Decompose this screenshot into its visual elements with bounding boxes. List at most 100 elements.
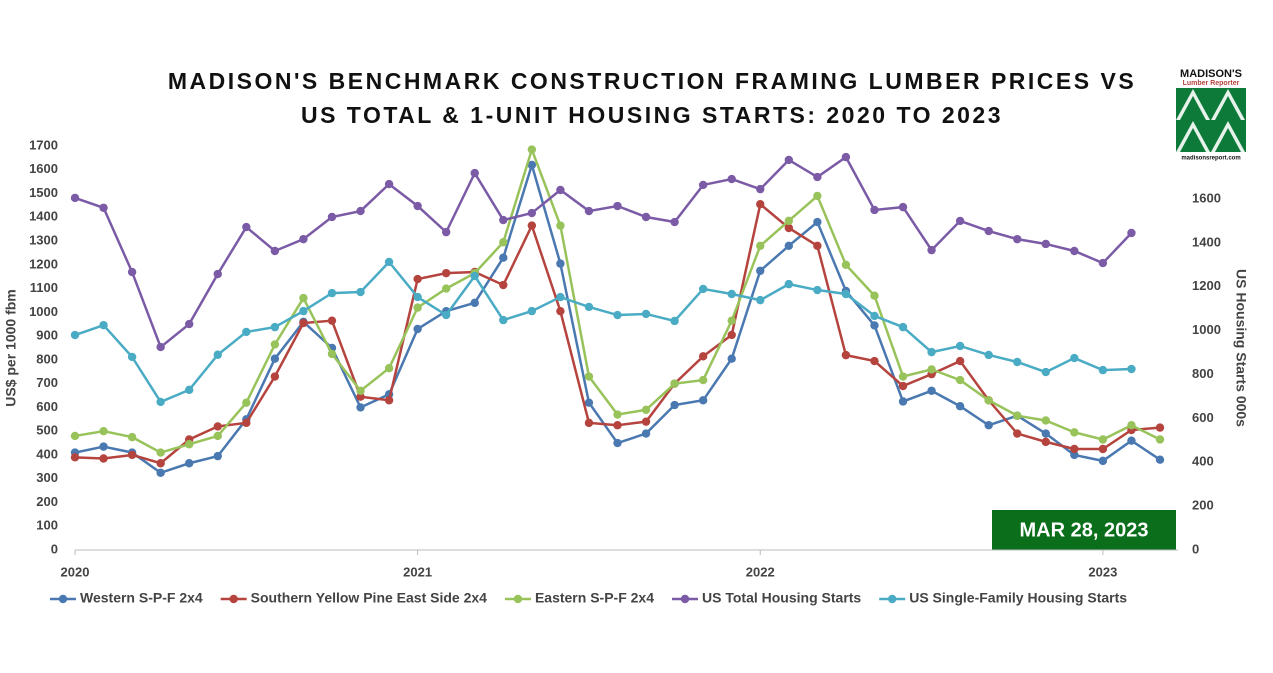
data-point [527,208,537,218]
data-point [613,201,622,211]
y-tick-label: 1100 [30,280,58,295]
legend-label: US Single-Family Housing Starts [909,590,1127,606]
data-point [898,397,908,406]
x-tick-label: 2023 [1088,564,1117,579]
data-point [413,303,422,312]
data-point [756,241,765,251]
legend-swatch [58,594,68,604]
data-point [242,398,251,407]
data-point [384,179,394,189]
data-point [1127,228,1136,238]
data-point [784,216,794,226]
y2-axis-title: US Housing Starts 000s [1233,269,1249,427]
logo-subtitle: Lumber Reporter [1183,80,1240,87]
y-tick-label: 1500 [29,185,58,200]
data-point [213,422,222,431]
data-point [156,459,165,468]
data-point [955,375,965,385]
data-point [1127,436,1136,445]
data-point [242,418,251,428]
y2-tick-label: 200 [1192,498,1214,513]
data-point [955,356,965,366]
data-point [1041,437,1050,447]
series-line [74,260,1132,404]
data-point [356,403,365,412]
data-point [156,448,165,457]
data-point [1155,455,1165,464]
y-tick-label: 1000 [29,304,58,319]
y-tick-label: 500 [36,423,58,438]
data-point [1070,444,1079,454]
data-point [556,306,565,316]
data-point [727,354,736,363]
logo-url: madisonsreport.com [1181,156,1240,162]
data-point [898,372,908,381]
data-point [299,234,308,244]
y-tick-label: 600 [36,399,58,414]
legend-label: US Total Housing Starts [702,590,861,606]
series-line [74,155,1133,350]
data-point [927,386,936,395]
y2-tick-label: 0 [1192,541,1199,556]
data-point [784,279,794,289]
x-tick-label: 2020 [61,564,90,579]
data-point [270,322,280,332]
y-tick-label: 800 [36,351,58,366]
data-point [270,340,280,349]
data-point [99,320,108,330]
y-tick-label: 1600 [29,161,58,176]
data-point [756,266,765,275]
data-point [499,280,508,290]
data-point [299,293,308,303]
data-point [756,295,765,305]
data-point [270,246,280,256]
data-point [441,268,451,278]
data-point [841,152,851,162]
data-point [185,385,194,395]
data-point [813,217,822,227]
data-point [156,342,165,352]
data-point [413,324,422,334]
data-point [556,185,565,195]
data-point [784,241,794,251]
y-tick-label: 900 [36,328,58,343]
data-point [270,372,280,381]
data-point [384,364,394,373]
data-point [613,410,622,419]
data-point [670,217,679,227]
data-point [185,459,194,468]
data-point [670,400,679,410]
data-point [556,292,565,302]
data-point [1098,258,1108,268]
data-point [898,381,908,391]
data-point [1070,428,1079,437]
data-point [727,174,736,184]
data-point [127,352,137,362]
data-point [242,222,251,232]
data-point [1070,353,1079,363]
data-point [1098,435,1108,444]
data-point [1041,416,1050,425]
data-point [527,306,537,316]
data-point [327,349,337,359]
data-point [870,321,879,330]
logo: MADISON'S Lumber Reporter madisonsreport… [1176,68,1246,162]
data-point [327,212,337,222]
y2-tick-label: 1200 [1192,278,1221,293]
data-point [556,221,565,230]
data-point [156,468,165,477]
data-point [527,221,537,230]
x-tick-label: 2022 [746,564,775,579]
data-point [584,302,594,312]
data-point [527,145,537,154]
data-point [185,440,194,449]
data-point [327,316,337,325]
data-point [413,292,422,302]
legend-label: Western S-P-F 2x4 [80,590,203,606]
legend-label: Southern Yellow Pine East Side 2x4 [251,590,487,606]
data-point [1098,456,1108,466]
data-point [1127,421,1136,430]
data-point [641,212,651,222]
data-point [127,432,137,442]
